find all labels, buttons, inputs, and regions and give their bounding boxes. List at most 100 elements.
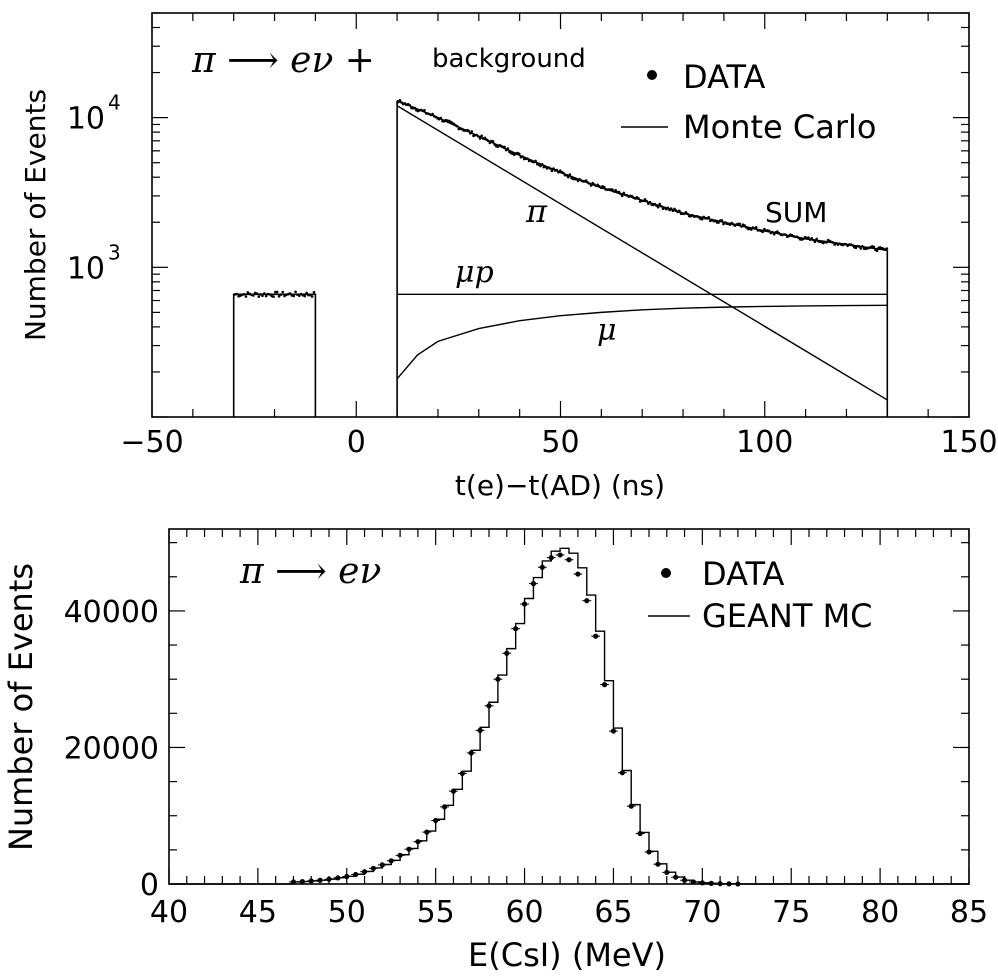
top-sum-data-point xyxy=(622,191,626,195)
top-sum-data-point xyxy=(625,193,629,197)
top-sum-data-point xyxy=(660,205,663,208)
top-sum-data-point xyxy=(588,182,591,185)
top-sum-data-point xyxy=(754,226,758,229)
top-sum-data-point xyxy=(722,222,725,226)
top-sum-data-point xyxy=(872,245,876,249)
top-prewindow-data-point xyxy=(242,292,246,296)
bottom-x-tick-label: 75 xyxy=(772,895,810,930)
top-sum-data-point xyxy=(666,206,670,210)
top-prewindow-data-point xyxy=(259,293,262,296)
top-prewindow-data-point xyxy=(310,295,314,298)
top-sum-data-point xyxy=(802,237,805,241)
bottom-plot-frame xyxy=(168,528,970,885)
top-sum-data-point xyxy=(825,241,828,244)
top-prewindow-data-point xyxy=(255,292,259,295)
top-sum-data-point xyxy=(517,152,521,156)
top-sum-data-point xyxy=(544,165,547,168)
top-sum-data-point xyxy=(480,134,483,138)
top-x-tick-label: −50 xyxy=(120,425,183,460)
top-sum-data-point xyxy=(439,116,443,120)
top-prewindow-data-point xyxy=(308,293,312,297)
top-sum-data-point xyxy=(686,212,689,216)
top-sum-data-point xyxy=(575,177,578,181)
top-prewindow-data-point xyxy=(244,295,248,298)
top-sum-data-point xyxy=(504,148,508,152)
top-sum-data-point xyxy=(614,188,617,192)
bottom-x-axis-label: E(CsI) (MeV) xyxy=(468,936,666,974)
top-prewindow-data-point xyxy=(277,295,281,298)
top-sum-data-point xyxy=(550,169,554,173)
top-x-tick-label: 100 xyxy=(736,425,793,460)
top-sum-data-point xyxy=(740,225,743,228)
top-sum-data-point xyxy=(776,230,779,233)
top-prewindow-data-point xyxy=(307,293,310,297)
top-sum-data-point xyxy=(630,194,634,198)
top-sum-data-point xyxy=(673,207,676,211)
top-sum-data-point xyxy=(565,174,568,177)
top-sum-data-point xyxy=(568,173,572,176)
top-annotation-mu: μ xyxy=(597,313,617,348)
top-sum-data-point xyxy=(637,197,640,200)
top-sum-data-point xyxy=(844,242,848,246)
top-sum-data-point xyxy=(503,145,506,149)
top-y-axis-label: Number of Events xyxy=(19,89,52,341)
top-sum-data-point xyxy=(408,103,412,107)
top-prewindow-data-point xyxy=(283,294,286,298)
bottom-y-tick-label: 0 xyxy=(140,868,159,903)
top-x-tick-labels: −50 0 50 100 150 xyxy=(120,425,997,460)
top-prewindow-data-point xyxy=(312,290,316,294)
top-sum-data-point xyxy=(643,198,647,201)
top-sum-data-point xyxy=(566,175,570,179)
top-sum-data-point xyxy=(493,143,497,146)
bottom-chart-title: π ⟶ eν xyxy=(239,551,381,592)
top-prewindow-data-point xyxy=(275,290,279,294)
top-sum-data-point xyxy=(557,170,560,174)
top-sum-data-point xyxy=(831,241,835,244)
top-prewindow-data-point xyxy=(294,290,297,294)
top-sum-data-point xyxy=(810,236,814,240)
bottom-x-tick-label: 40 xyxy=(150,895,188,930)
bottom-y-tick-labels: 0 20000 40000 xyxy=(64,595,159,903)
bottom-y-tick-label: 40000 xyxy=(64,595,159,630)
top-sum-data-point xyxy=(714,219,717,223)
top-x-tick-label: 0 xyxy=(347,425,366,460)
bottom-chart: 40 45 50 55 60 65 70 75 80 85 0 20000 40000 E(CsI) … xyxy=(2,528,988,974)
top-sum-data-point xyxy=(617,190,621,194)
top-sum-data-point xyxy=(656,205,660,209)
top-sum-data-point xyxy=(483,136,487,140)
bottom-x-tick-label: 45 xyxy=(239,895,277,930)
top-sum-data-point xyxy=(468,132,472,135)
top-sum-data-point xyxy=(431,112,434,116)
top-sum-data-point xyxy=(620,194,624,198)
top-x-tick-label: 50 xyxy=(541,425,579,460)
top-sum-data-point xyxy=(671,209,675,213)
top-sum-data-point xyxy=(642,199,645,203)
top-sum-data-point xyxy=(697,216,701,219)
top-sum-data-point xyxy=(813,240,817,244)
top-sum-data-point xyxy=(707,216,711,219)
top-sum-data-point xyxy=(771,230,774,234)
top-prewindow-histogram xyxy=(232,293,317,417)
top-prewindow-data-point xyxy=(268,293,272,296)
top-annotation-mup: μp xyxy=(455,255,494,290)
top-sum-data-point xyxy=(562,171,565,175)
bottom-x-tick-label: 60 xyxy=(505,895,543,930)
top-sum-data-point xyxy=(540,162,544,166)
top-sum-data-point xyxy=(743,224,747,227)
top-prewindow-data-point xyxy=(264,294,268,298)
top-mu-curve xyxy=(396,304,888,380)
top-sum-data-point xyxy=(400,101,403,104)
top-sum-data-point xyxy=(772,232,776,236)
top-sum-data-point xyxy=(486,139,490,143)
top-sum-data-point xyxy=(477,135,480,138)
top-sum-data-point xyxy=(678,209,681,213)
top-sum-data-point xyxy=(875,249,879,253)
top-y-tick-label: 10 xyxy=(67,251,105,286)
top-sum-data-point xyxy=(647,202,650,205)
top-sum-data-point xyxy=(521,155,524,158)
top-prewindow-data-point xyxy=(305,291,308,295)
top-sum-data-point xyxy=(488,141,492,145)
top-sum-data-point xyxy=(684,210,688,214)
top-sum-data-point xyxy=(815,237,818,241)
